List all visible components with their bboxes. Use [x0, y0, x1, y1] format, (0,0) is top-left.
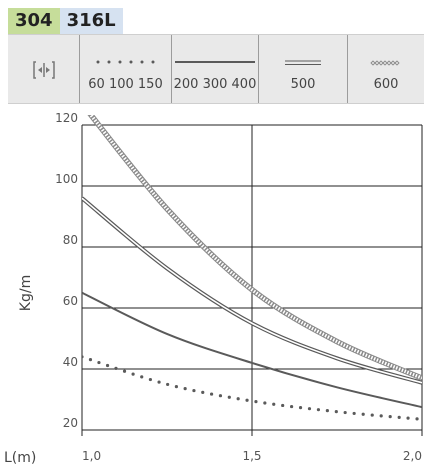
legend-label: 200 300 400	[173, 77, 257, 92]
legend-item-double[interactable]: 500	[259, 35, 348, 103]
y-tick-label: 40	[63, 355, 78, 369]
y-tick-label: 20	[63, 416, 78, 430]
series-diamond	[87, 115, 422, 381]
material-tabs: 304 316L	[8, 8, 123, 34]
legend-label: 60 100 150	[88, 77, 163, 92]
tab-316l[interactable]: 316L	[59, 8, 123, 34]
legend-item-solid[interactable]: 200 300 400	[172, 35, 259, 103]
chart-ticks: 20 40 60 80 100 120 1,0 1,5 2,0	[55, 111, 422, 463]
legend-bar: 60 100 150 200 300 400 500 600	[8, 34, 424, 104]
x-tick-label: 1,5	[242, 449, 261, 463]
series-solid	[82, 291, 422, 409]
series-double	[82, 196, 422, 385]
series-line-diamond-inner	[88, 115, 422, 380]
y-axis-label: Kg/m	[18, 275, 34, 311]
y-tick-label: 100	[55, 172, 78, 186]
legend-label: 500	[290, 77, 316, 92]
y-tick-label: 80	[63, 233, 78, 247]
x-tick-label: 2,0	[403, 449, 422, 463]
diamond-line-swatch	[370, 60, 400, 66]
legend-label: 600	[373, 77, 399, 92]
resize-cell[interactable]	[8, 35, 80, 103]
y-tick-label: 60	[63, 294, 78, 308]
tab-304[interactable]: 304	[8, 8, 60, 34]
dotted-line-swatch	[96, 60, 155, 64]
weight-length-chart: 20 40 60 80 100 120 1,0 1,5 2,0 Kg/m L(m)	[4, 111, 423, 466]
solid-line-swatch	[175, 61, 255, 63]
double-line-swatch	[285, 60, 321, 65]
chart-grid	[81, 124, 423, 436]
legend-item-diamond[interactable]: 600	[348, 35, 424, 103]
legend-item-dotted[interactable]: 60 100 150	[80, 35, 172, 103]
chart-series	[82, 115, 422, 421]
x-axis-label: L(m)	[4, 450, 36, 466]
series-line-solid	[82, 291, 422, 409]
resize-horizontal-icon[interactable]	[32, 60, 56, 80]
series-line-double-inner	[82, 197, 422, 384]
x-tick-label: 1,0	[82, 449, 101, 463]
y-tick-label: 120	[55, 111, 78, 125]
